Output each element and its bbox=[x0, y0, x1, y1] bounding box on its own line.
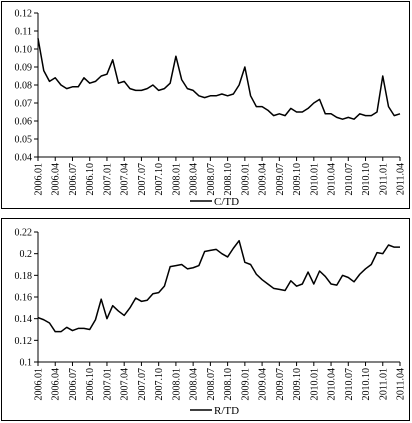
x-tick-label: 2011.04 bbox=[396, 368, 407, 400]
x-tick-label: 2009.10 bbox=[292, 163, 303, 196]
x-tick-label: 2007.04 bbox=[120, 368, 131, 401]
y-tick-label: 0.08 bbox=[15, 81, 33, 92]
x-tick-label: 2009.10 bbox=[292, 368, 303, 401]
x-tick-label: 2009.04 bbox=[258, 163, 269, 196]
x-tick-label: 2011.01 bbox=[378, 163, 389, 195]
rtd-line-chart: 0.1 0.12 0.14 0.16 0.18 0.2 0.22 2006.01 2006.04… bbox=[15, 228, 407, 418]
series-line-r-td bbox=[37, 239, 400, 333]
x-tick-label: 2007.01 bbox=[102, 163, 113, 196]
chart-panel-rtd: 0.1 0.12 0.14 0.16 0.18 0.2 0.22 2006.01 2006.04… bbox=[1, 218, 410, 421]
x-tick-label: 2007.10 bbox=[154, 368, 165, 401]
x-tick-label: 2006.07 bbox=[68, 368, 79, 401]
x-tick-label: 2009.07 bbox=[275, 163, 286, 196]
x-tick-label: 2011.04 bbox=[396, 163, 407, 195]
y-tick-label: 0.11 bbox=[15, 27, 32, 38]
x-tick-label: 2007.04 bbox=[120, 163, 131, 196]
x-tick-label: 2010.07 bbox=[344, 368, 355, 401]
y-tick-label: 0.07 bbox=[15, 99, 33, 110]
x-tick-label: 2008.04 bbox=[189, 368, 200, 401]
x-tick-label: 2007.01 bbox=[102, 368, 113, 401]
y-tick-label: 0.16 bbox=[15, 293, 33, 304]
x-tick-label: 2007.07 bbox=[137, 163, 148, 196]
x-tick-label: 2010.10 bbox=[361, 368, 372, 401]
series-line-c-td bbox=[37, 38, 401, 120]
y-tick-label: 0.18 bbox=[15, 271, 33, 282]
y-tick-label: 0.06 bbox=[15, 117, 33, 128]
y-tick-label: 0.04 bbox=[15, 153, 33, 164]
x-tick-label: 2010.04 bbox=[327, 368, 338, 401]
x-tick-label: 2010.10 bbox=[361, 163, 372, 196]
y-tick-label: 0.2 bbox=[20, 249, 33, 260]
legend-label: R/TD bbox=[214, 405, 239, 417]
x-tick-label: 2009.04 bbox=[258, 368, 269, 401]
ctd-line-chart: 0.04 0.05 0.06 0.07 0.08 0.09 0.10 0.11 0.12 2006… bbox=[15, 9, 407, 209]
x-tick-label: 2008.01 bbox=[171, 163, 182, 196]
y-tick-label: 0.14 bbox=[15, 314, 33, 325]
x-tick-label: 2006.01 bbox=[34, 368, 45, 401]
x-tick-label: 2007.10 bbox=[154, 163, 165, 196]
x-tick-label: 2010.07 bbox=[344, 163, 355, 196]
x-tick-label: 2011.01 bbox=[378, 368, 389, 400]
x-tick-label: 2008.01 bbox=[171, 368, 182, 401]
y-tick-label: 0.05 bbox=[15, 135, 33, 146]
x-tick-label: 2006.07 bbox=[68, 163, 79, 196]
y-tick-label: 0.22 bbox=[15, 228, 33, 239]
y-tick-label: 0.12 bbox=[15, 336, 33, 347]
x-tick-label: 2010.01 bbox=[309, 163, 320, 196]
y-tick-label: 0.12 bbox=[15, 9, 33, 20]
x-tick-label: 2006.04 bbox=[51, 163, 62, 196]
chart-panel-ctd: 0.04 0.05 0.06 0.07 0.08 0.09 0.10 0.11 0.12 2006… bbox=[1, 1, 410, 209]
x-tick-label: 2006.10 bbox=[85, 368, 96, 401]
y-tick-label: 0.10 bbox=[15, 45, 33, 56]
x-tick-label: 2007.07 bbox=[137, 368, 148, 401]
x-tick-label: 2006.04 bbox=[51, 368, 62, 401]
x-tick-label: 2008.07 bbox=[206, 368, 217, 401]
x-tick-label: 2006.10 bbox=[85, 163, 96, 196]
x-tick-label: 2010.04 bbox=[327, 163, 338, 196]
x-tick-label: 2009.01 bbox=[240, 368, 251, 401]
legend-label: C/TD bbox=[214, 196, 239, 208]
x-tick-label: 2008.07 bbox=[206, 163, 217, 196]
y-tick-label: 0.09 bbox=[15, 63, 33, 74]
x-tick-label: 2008.04 bbox=[189, 163, 200, 196]
x-tick-label: 2008.10 bbox=[223, 368, 234, 401]
x-tick-label: 2006.01 bbox=[34, 163, 45, 196]
y-tick-label: 0.1 bbox=[20, 358, 33, 369]
x-tick-label: 2009.07 bbox=[275, 368, 286, 401]
x-tick-label: 2010.01 bbox=[309, 368, 320, 401]
x-tick-label: 2009.01 bbox=[240, 163, 251, 196]
x-tick-label: 2008.10 bbox=[223, 163, 234, 196]
